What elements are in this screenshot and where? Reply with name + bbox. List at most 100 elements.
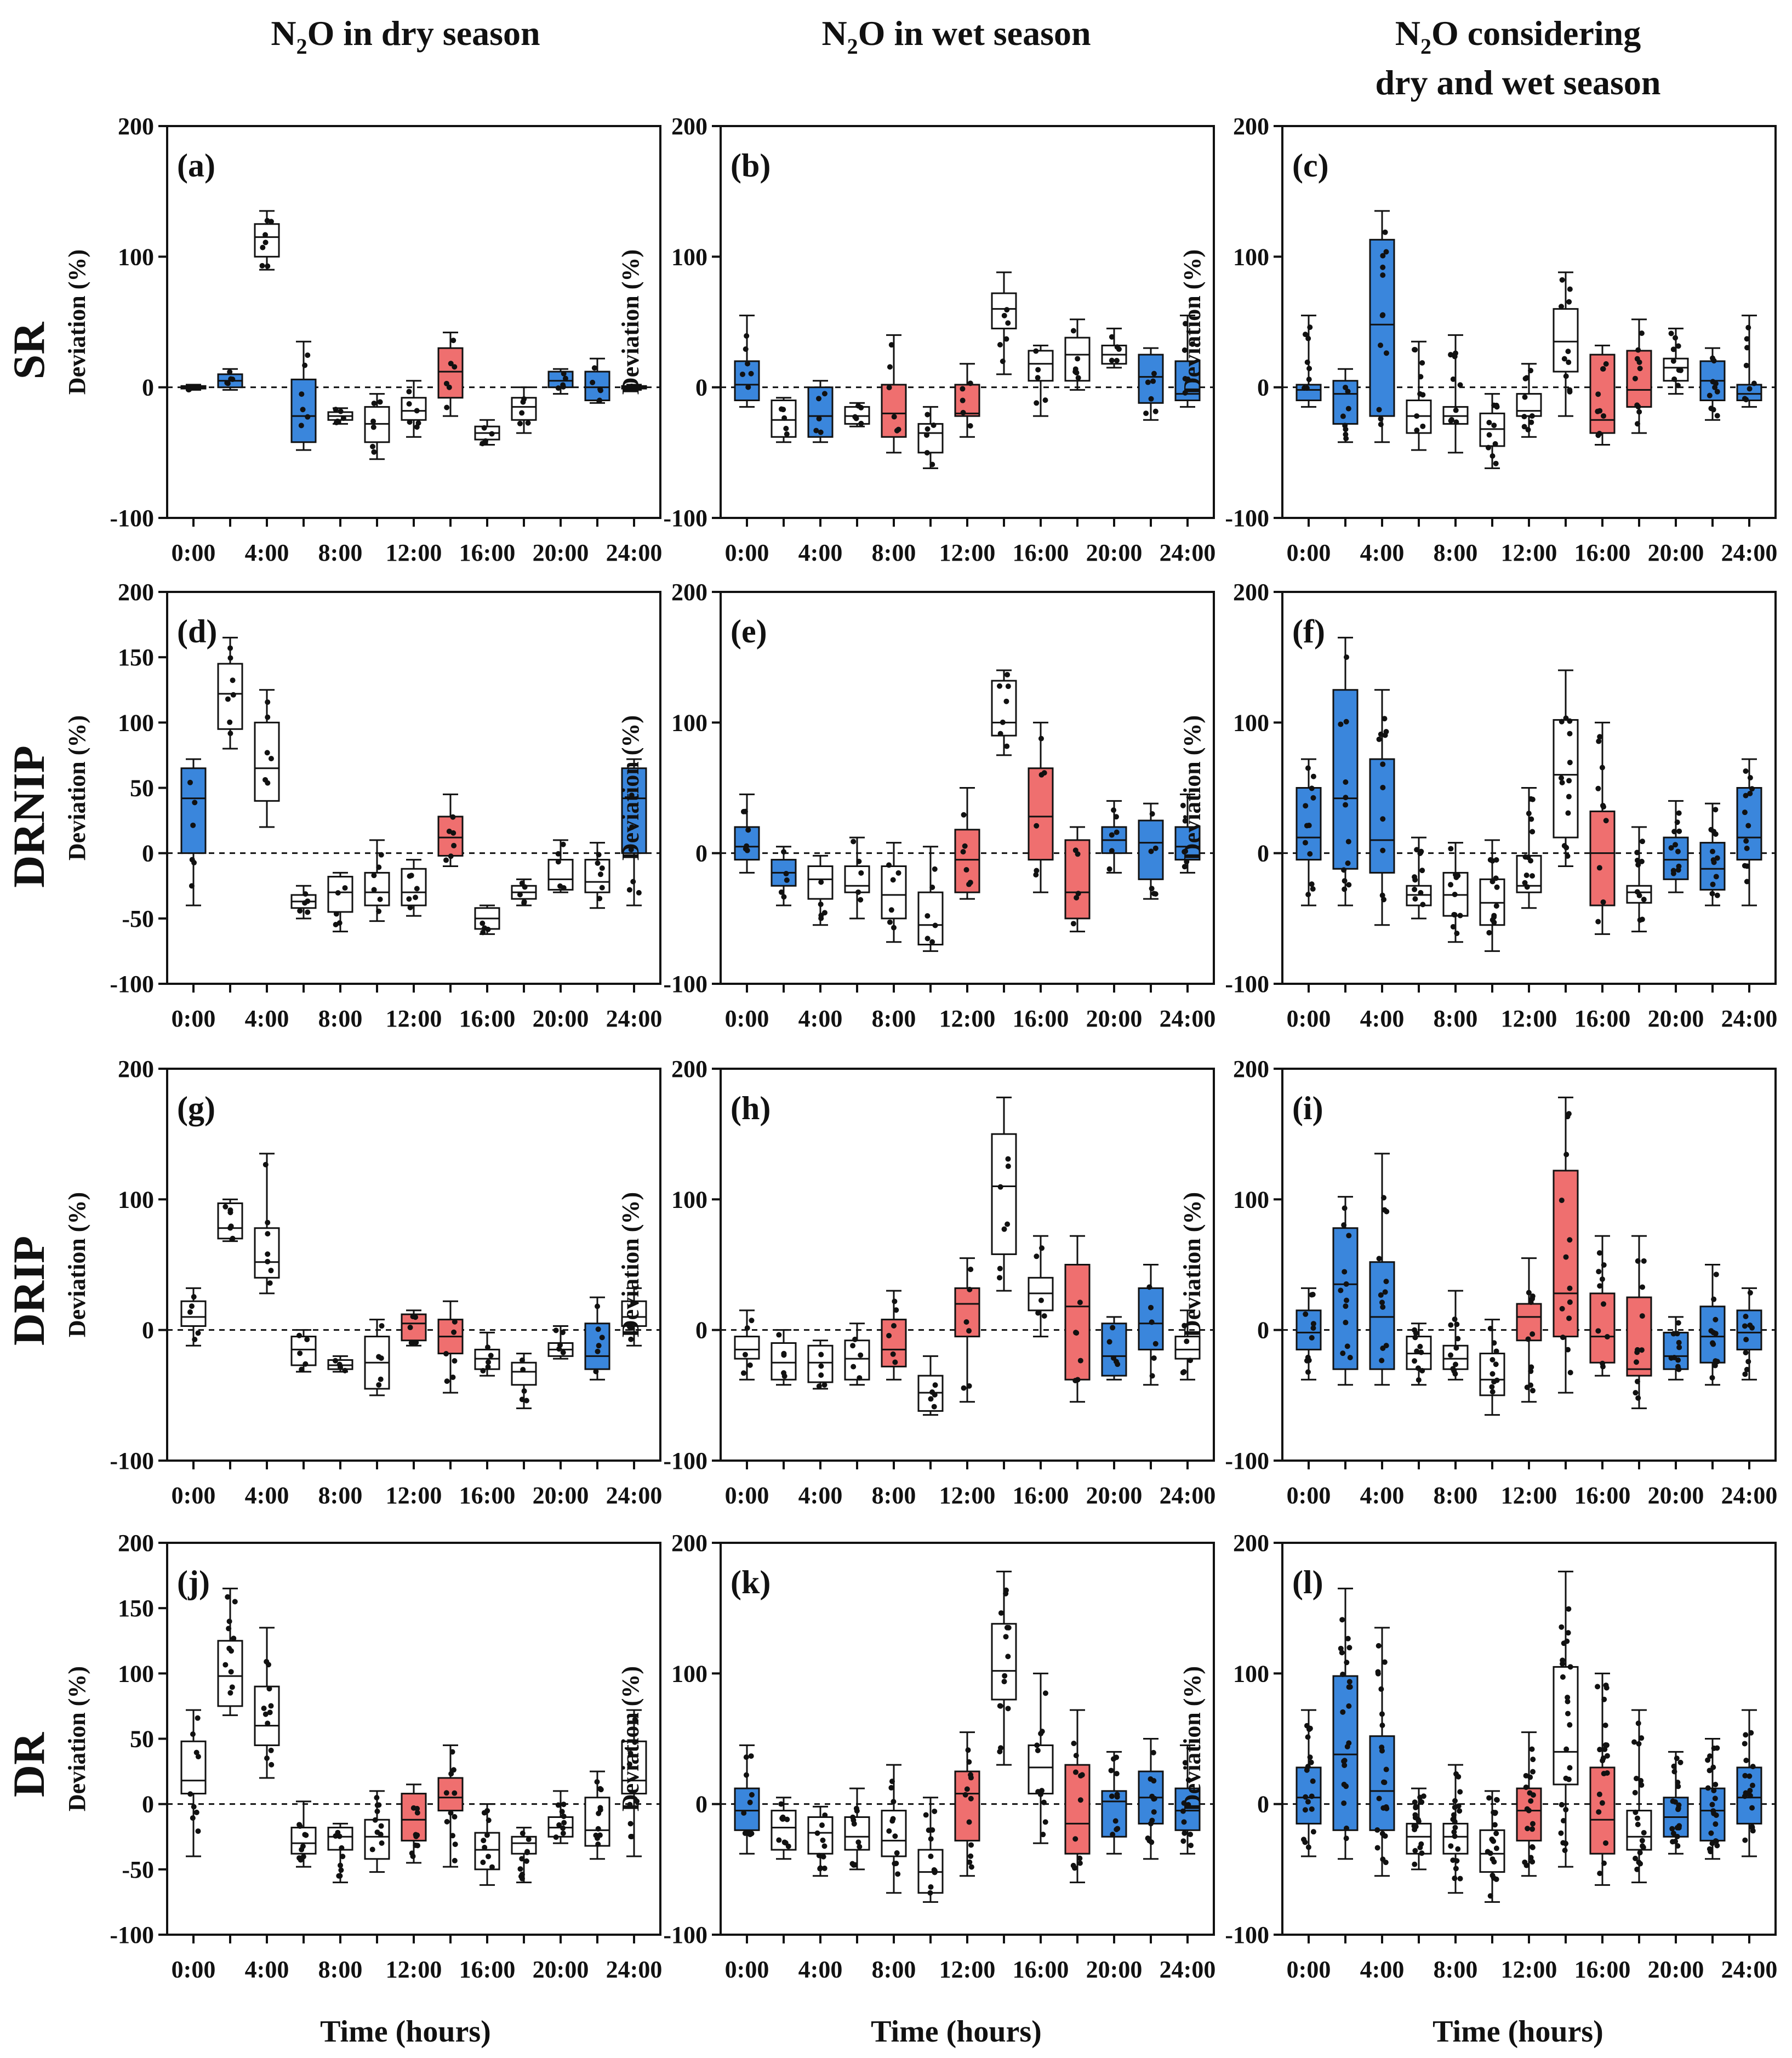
y-tick-label: 200: [118, 1530, 154, 1557]
y-tick-label: 100: [671, 243, 707, 270]
data-point: [265, 780, 271, 786]
box-20h: [1663, 1316, 1689, 1381]
data-point: [1151, 1355, 1157, 1361]
row-label-dr: DR: [4, 1732, 54, 1797]
data-point: [1181, 1819, 1187, 1825]
data-point: [1559, 719, 1565, 725]
data-point: [1185, 1802, 1191, 1808]
data-point: [891, 1322, 897, 1329]
data-point: [1341, 867, 1347, 873]
data-point: [1382, 1659, 1388, 1665]
box-24h: [1174, 315, 1201, 408]
data-point: [1743, 362, 1749, 368]
plot-frame: [720, 125, 1215, 519]
y-tick-label: 0: [1257, 1317, 1269, 1344]
box-10h: [1479, 1790, 1505, 1903]
data-point: [1566, 794, 1572, 800]
data-point: [748, 1753, 754, 1759]
box-22h: [584, 1770, 610, 1860]
data-point: [1528, 1798, 1534, 1804]
data-point: [932, 866, 938, 872]
data-point: [1567, 1722, 1573, 1728]
x-tick-label: 0:00: [172, 1005, 216, 1032]
data-point: [1379, 1831, 1385, 1837]
data-point: [231, 1635, 237, 1641]
data-point: [376, 1382, 382, 1388]
data-point: [414, 1810, 420, 1816]
box-22h: [1699, 802, 1726, 907]
data-point: [1005, 1163, 1011, 1169]
data-point: [1530, 1769, 1536, 1775]
data-point: [268, 1747, 274, 1753]
data-point: [632, 1717, 638, 1723]
data-point: [1565, 853, 1571, 859]
data-point: [1486, 444, 1492, 451]
data-point: [1566, 299, 1572, 305]
data-point: [225, 380, 231, 386]
data-point: [1450, 1857, 1456, 1863]
data-point: [1305, 1844, 1311, 1850]
box-8h: [327, 871, 353, 933]
data-point: [1042, 397, 1048, 403]
y-tick-label: 0: [695, 1791, 707, 1818]
data-point: [333, 420, 339, 426]
data-point: [265, 263, 271, 269]
data-point: [967, 1286, 973, 1292]
y-axis-label: Deviation (%): [64, 1192, 90, 1337]
data-point: [1383, 350, 1389, 356]
box-6h: [1406, 1322, 1432, 1386]
data-point: [744, 843, 750, 849]
data-point: [855, 403, 861, 409]
data-point: [1301, 1837, 1307, 1843]
data-point: [1188, 1358, 1194, 1364]
data-point: [1675, 343, 1681, 349]
data-point: [1380, 1779, 1386, 1785]
data-point: [452, 364, 458, 370]
box-18h: [511, 1353, 537, 1410]
plot-frame: [166, 1542, 661, 1936]
x-tick-label: 24:00: [1160, 1482, 1216, 1509]
data-point: [1149, 886, 1155, 892]
data-point: [1452, 1804, 1458, 1810]
data-point: [931, 1404, 937, 1410]
data-point: [1304, 1723, 1310, 1729]
data-point: [1077, 1797, 1083, 1803]
box-20h: [547, 1790, 574, 1844]
data-point: [1109, 334, 1115, 340]
data-point: [1742, 1772, 1748, 1778]
y-tick-label: 100: [671, 1660, 707, 1687]
box-body: [807, 386, 834, 438]
data-point: [1412, 896, 1418, 902]
data-point: [1148, 396, 1154, 402]
data-point: [482, 1844, 488, 1850]
data-point: [1749, 1823, 1755, 1829]
data-point: [1339, 1650, 1345, 1656]
box-12h: [401, 859, 427, 917]
data-point: [1307, 324, 1313, 330]
data-point: [1639, 1782, 1645, 1788]
data-point: [450, 1767, 456, 1773]
data-point: [1489, 917, 1496, 923]
data-point: [452, 1857, 458, 1863]
data-point: [1413, 1330, 1419, 1336]
data-point: [267, 1709, 273, 1715]
data-point: [1493, 460, 1499, 466]
data-point: [378, 1823, 384, 1829]
data-point: [1111, 807, 1117, 813]
data-point: [517, 892, 523, 898]
y-tick-label: 200: [118, 1056, 154, 1082]
data-point: [818, 913, 824, 919]
data-point: [300, 1854, 306, 1860]
y-axis-label: Deviation (%): [617, 249, 644, 395]
data-point: [849, 1861, 855, 1867]
data-point: [484, 1832, 490, 1838]
data-point: [1451, 911, 1457, 917]
data-point: [1041, 1799, 1047, 1805]
data-point: [1310, 1778, 1316, 1784]
data-point: [1034, 400, 1040, 406]
data-point: [1563, 1840, 1569, 1846]
data-point: [1041, 1313, 1047, 1319]
x-tick-label: 8:00: [872, 539, 916, 566]
data-point: [1379, 892, 1385, 898]
